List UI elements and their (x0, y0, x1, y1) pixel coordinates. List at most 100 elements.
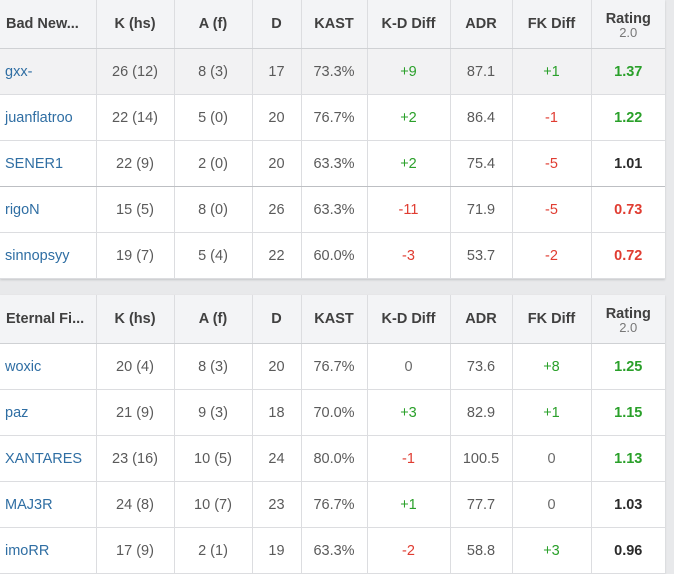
player-name-link[interactable]: gxx- (0, 48, 97, 95)
rating-cell: 0.96 (591, 527, 665, 574)
fk-diff-cell: -5 (512, 140, 592, 187)
deaths-cell: 26 (252, 186, 302, 233)
assists-header[interactable]: A (f) (174, 0, 253, 49)
kd-diff-cell: +9 (367, 48, 451, 95)
rating-cell: 1.25 (591, 343, 665, 390)
kast-cell: 76.7% (300, 343, 368, 390)
player-row: juanflatroo 22 (14) 5 (0) 20 76.7% +2 86… (0, 94, 665, 141)
player-name-link[interactable]: XANTARES (0, 435, 97, 482)
player-name-link[interactable]: juanflatroo (0, 94, 97, 141)
deaths-cell: 20 (252, 140, 302, 187)
kast-cell: 70.0% (300, 389, 368, 436)
kills-cell: 17 (9) (96, 527, 175, 574)
team-name-header[interactable]: Bad New... (0, 0, 97, 49)
kd-diff-header[interactable]: K-D Diff (367, 0, 451, 49)
fk-diff-cell: +1 (512, 48, 592, 95)
kills-cell: 21 (9) (96, 389, 175, 436)
rating-label: Rating (605, 10, 651, 27)
player-name-link[interactable]: rigoN (0, 186, 97, 233)
player-name-link[interactable]: MAJ3R (0, 481, 97, 528)
adr-cell: 87.1 (450, 48, 513, 95)
adr-cell: 71.9 (450, 186, 513, 233)
fk-diff-cell: +3 (512, 527, 592, 574)
kills-cell: 20 (4) (96, 343, 175, 390)
fk-diff-cell: +8 (512, 343, 592, 390)
fk-diff-header[interactable]: FK Diff (512, 0, 592, 49)
deaths-header[interactable]: D (252, 0, 302, 49)
adr-header[interactable]: ADR (450, 295, 513, 344)
assists-cell: 9 (3) (174, 389, 253, 436)
fk-diff-cell: -1 (512, 94, 592, 141)
adr-cell: 82.9 (450, 389, 513, 436)
team-name-header[interactable]: Eternal Fi... (0, 295, 97, 344)
kd-diff-cell: +1 (367, 481, 451, 528)
assists-cell: 10 (7) (174, 481, 253, 528)
kast-cell: 80.0% (300, 435, 368, 482)
fk-diff-cell: 0 (512, 481, 592, 528)
kills-cell: 26 (12) (96, 48, 175, 95)
adr-cell: 75.4 (450, 140, 513, 187)
team-stats-table: Bad New... K (hs) A (f) D KAST K-D Diff … (0, 0, 665, 279)
assists-cell: 5 (4) (174, 232, 253, 279)
rating-header[interactable]: Rating 2.0 (591, 0, 665, 49)
kd-diff-cell: -1 (367, 435, 451, 482)
kills-cell: 23 (16) (96, 435, 175, 482)
player-row: XANTARES 23 (16) 10 (5) 24 80.0% -1 100.… (0, 435, 665, 482)
assists-cell: 10 (5) (174, 435, 253, 482)
kills-cell: 24 (8) (96, 481, 175, 528)
kast-cell: 63.3% (300, 186, 368, 233)
adr-cell: 86.4 (450, 94, 513, 141)
kills-cell: 15 (5) (96, 186, 175, 233)
player-name-link[interactable]: paz (0, 389, 97, 436)
player-name-link[interactable]: woxic (0, 343, 97, 390)
assists-cell: 2 (1) (174, 527, 253, 574)
kast-cell: 60.0% (300, 232, 368, 279)
kast-header[interactable]: KAST (300, 295, 368, 344)
adr-cell: 73.6 (450, 343, 513, 390)
player-row: SENER1 22 (9) 2 (0) 20 63.3% +2 75.4 -5 … (0, 140, 665, 187)
rating-cell: 1.13 (591, 435, 665, 482)
adr-cell: 100.5 (450, 435, 513, 482)
kd-diff-cell: +3 (367, 389, 451, 436)
rating-cell: 1.22 (591, 94, 665, 141)
kd-diff-cell: +2 (367, 94, 451, 141)
fk-diff-cell: -2 (512, 232, 592, 279)
assists-header[interactable]: A (f) (174, 295, 253, 344)
player-row: paz 21 (9) 9 (3) 18 70.0% +3 82.9 +1 1.1… (0, 389, 665, 436)
kd-diff-cell: -2 (367, 527, 451, 574)
fk-diff-cell: -5 (512, 186, 592, 233)
rating-cell: 1.01 (591, 140, 665, 187)
fk-diff-header[interactable]: FK Diff (512, 295, 592, 344)
kd-diff-cell: +2 (367, 140, 451, 187)
player-name-link[interactable]: sinnopsyy (0, 232, 97, 279)
kast-cell: 63.3% (300, 140, 368, 187)
kd-diff-cell: -11 (367, 186, 451, 233)
team-stats-table: Eternal Fi... K (hs) A (f) D KAST K-D Di… (0, 295, 665, 574)
rating-cell: 0.73 (591, 186, 665, 233)
kast-cell: 76.7% (300, 94, 368, 141)
deaths-header[interactable]: D (252, 295, 302, 344)
table-header-row: Eternal Fi... K (hs) A (f) D KAST K-D Di… (0, 295, 665, 344)
kills-cell: 22 (14) (96, 94, 175, 141)
rating-cell: 1.03 (591, 481, 665, 528)
kast-cell: 76.7% (300, 481, 368, 528)
adr-cell: 58.8 (450, 527, 513, 574)
player-name-link[interactable]: SENER1 (0, 140, 97, 187)
kills-header[interactable]: K (hs) (96, 0, 175, 49)
kills-cell: 19 (7) (96, 232, 175, 279)
deaths-cell: 18 (252, 389, 302, 436)
fk-diff-cell: +1 (512, 389, 592, 436)
deaths-cell: 22 (252, 232, 302, 279)
kast-header[interactable]: KAST (300, 0, 368, 49)
rating-version: 2.0 (619, 24, 638, 40)
kd-diff-header[interactable]: K-D Diff (367, 295, 451, 344)
adr-header[interactable]: ADR (450, 0, 513, 49)
rating-cell: 0.72 (591, 232, 665, 279)
rating-header[interactable]: Rating 2.0 (591, 295, 665, 344)
kills-header[interactable]: K (hs) (96, 295, 175, 344)
deaths-cell: 17 (252, 48, 302, 95)
player-name-link[interactable]: imoRR (0, 527, 97, 574)
table-header-row: Bad New... K (hs) A (f) D KAST K-D Diff … (0, 0, 665, 49)
player-row: MAJ3R 24 (8) 10 (7) 23 76.7% +1 77.7 0 1… (0, 481, 665, 528)
deaths-cell: 20 (252, 343, 302, 390)
